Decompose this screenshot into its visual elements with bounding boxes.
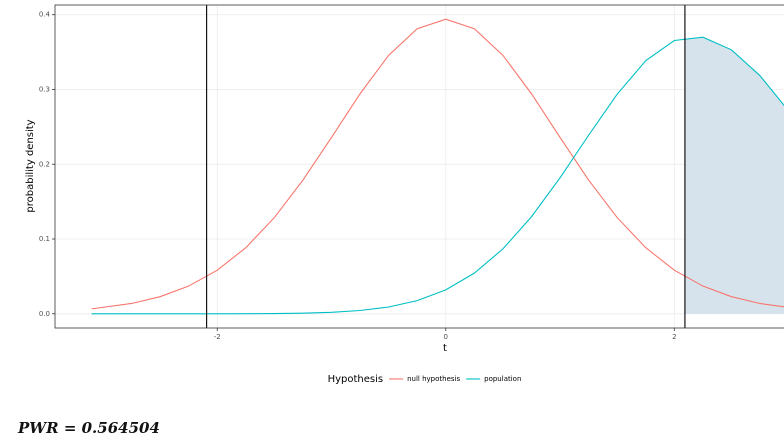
x-axis-label: t: [443, 343, 447, 354]
panel-border: [54, 4, 784, 329]
legend-label: population: [484, 375, 521, 383]
annotation: PWR = 0.564504: [17, 419, 160, 437]
y-tick-label: 0.3: [39, 85, 50, 93]
power-area: [684, 37, 784, 314]
density-line: [91, 36, 784, 315]
y-tick-label: 0.2: [39, 160, 50, 168]
density-line: [91, 18, 784, 310]
y-axis-label: probability density: [25, 119, 36, 212]
y-tick-label: 0.4: [39, 11, 51, 19]
y-tick-label: 0.0: [39, 310, 50, 318]
legend-label: null hypothesis: [407, 375, 460, 383]
x-tick-label: -2: [214, 333, 221, 341]
panel: [55, 5, 784, 328]
x-tick-label: 2: [672, 333, 676, 341]
y-tick-label: 0.1: [39, 235, 50, 243]
x-tick-label: 0: [444, 333, 448, 341]
legend-title: Hypothesis: [328, 374, 384, 385]
